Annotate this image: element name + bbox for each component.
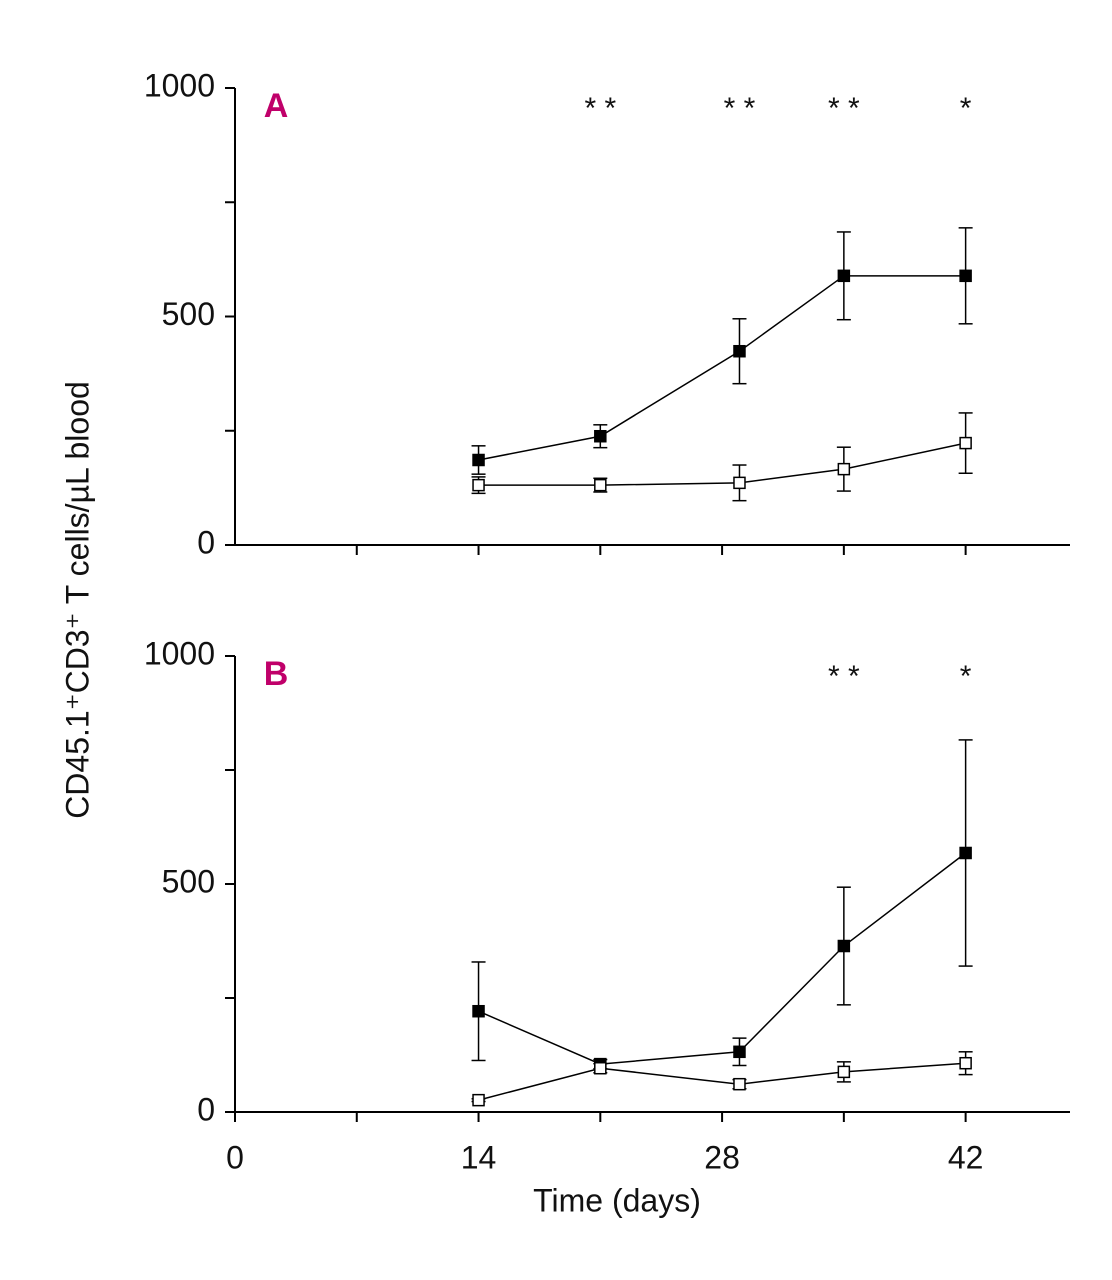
panel-label: A — [264, 87, 289, 125]
y-tick-label: 500 — [162, 296, 215, 332]
data-point — [594, 429, 607, 443]
data-point — [959, 269, 972, 283]
data-point — [733, 1045, 746, 1059]
y-tick-label: 1000 — [144, 635, 215, 671]
series-line — [478, 852, 967, 1065]
y-tick-label: 1000 — [144, 67, 215, 103]
data-point — [472, 453, 485, 467]
series-line — [478, 275, 966, 461]
data-point — [959, 436, 972, 450]
data-point — [837, 1065, 851, 1079]
y-axis-label: CD45.1⁺CD3⁺ T cells/µL blood — [59, 381, 95, 819]
data-point — [733, 344, 746, 358]
y-tick-label: 0 — [197, 1091, 215, 1127]
significance-mark: * — [960, 92, 972, 125]
significance-mark: * — [960, 660, 972, 693]
data-point — [594, 1061, 607, 1075]
significance-mark: * * — [828, 660, 860, 693]
x-tick-label: 14 — [461, 1139, 497, 1175]
x-tick-label: 0 — [226, 1139, 244, 1175]
x-tick-label: 28 — [704, 1139, 740, 1175]
data-point — [959, 1056, 972, 1070]
x-axis-label: Time (days) — [533, 1182, 701, 1218]
data-point — [959, 846, 972, 860]
panel-label: B — [264, 655, 289, 693]
data-point — [733, 476, 746, 490]
significance-mark: * * — [828, 92, 860, 125]
data-point — [837, 269, 851, 283]
data-point — [472, 478, 485, 492]
data-point — [837, 462, 851, 476]
series-line — [478, 442, 966, 486]
y-tick-label: 500 — [162, 863, 215, 899]
data-point — [472, 1004, 485, 1018]
data-point — [837, 939, 851, 953]
data-point — [733, 1077, 746, 1091]
data-point — [594, 478, 607, 492]
y-tick-label: 0 — [197, 524, 215, 560]
significance-mark: * * — [584, 92, 616, 125]
series-line — [478, 1062, 966, 1101]
significance-mark: * * — [724, 92, 756, 125]
data-point — [472, 1093, 485, 1107]
x-tick-label: 42 — [948, 1139, 984, 1175]
